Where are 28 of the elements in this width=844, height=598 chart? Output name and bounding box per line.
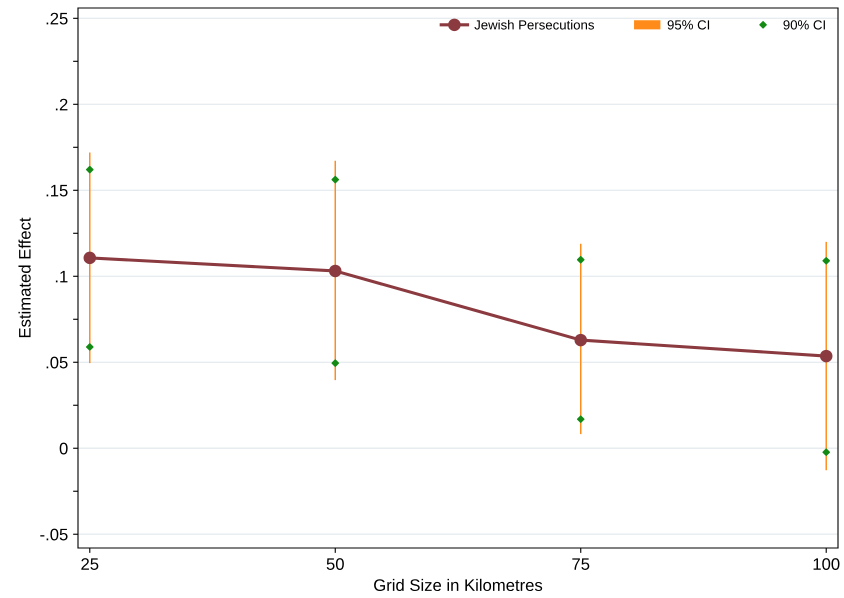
point: [331, 176, 340, 184]
legend-label: Jewish Persecutions: [474, 20, 594, 30]
point: [822, 448, 830, 456]
point: [576, 415, 585, 423]
y-tick-label: .1: [56, 270, 68, 282]
y-tick-label: 0: [60, 442, 68, 454]
x-tick-label: 75: [572, 558, 590, 570]
legend-label: 95% CI: [668, 20, 710, 30]
legend-label: 90% CI: [783, 20, 825, 30]
x-tick-label: 50: [326, 558, 344, 570]
point: [574, 334, 587, 346]
y-tick-label: .25: [46, 12, 68, 25]
point: [576, 256, 585, 264]
point: [86, 166, 94, 174]
x-tick-label: 25: [81, 558, 98, 570]
point: [329, 264, 342, 278]
x-axis-title: Grid Size in Kilometres: [374, 578, 542, 592]
y-axis-title: Estimated Effect: [18, 218, 31, 338]
y-tick-label: .2: [56, 98, 68, 110]
x-tick-label: 100: [814, 558, 840, 570]
point: [820, 350, 832, 362]
point: [331, 359, 340, 367]
y-tick-label: .15: [46, 184, 68, 196]
y-tick-label: -.05: [40, 528, 68, 540]
point: [84, 252, 96, 264]
y-tick-label: .05: [46, 356, 68, 368]
point: [86, 343, 94, 351]
point: [822, 257, 830, 265]
